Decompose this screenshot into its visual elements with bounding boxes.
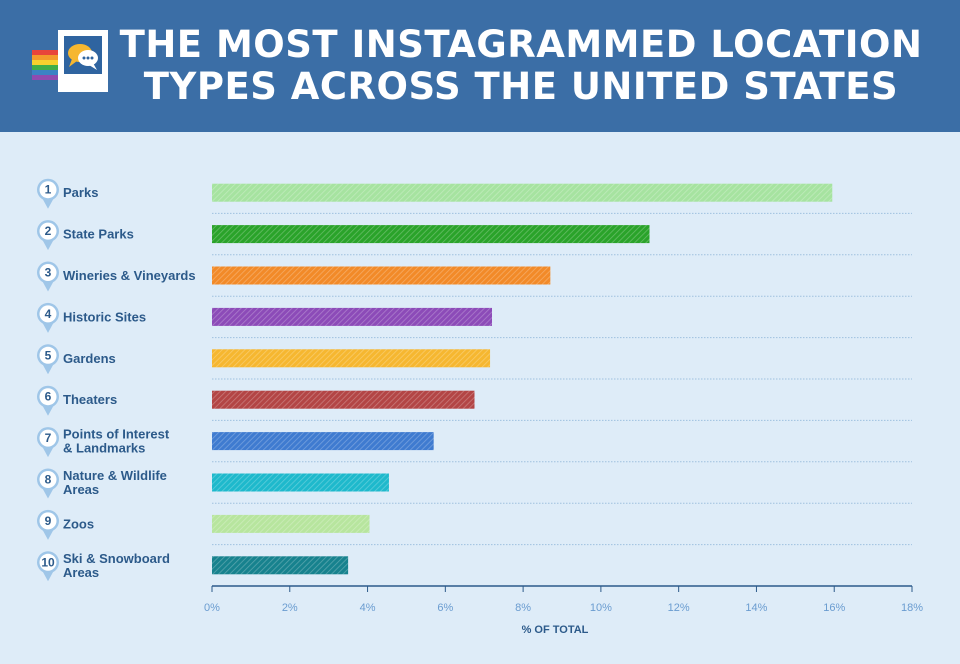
bar-texture xyxy=(212,514,370,533)
rank-number: 5 xyxy=(45,348,52,362)
rank-pin-icon xyxy=(37,551,59,582)
rank-number: 7 xyxy=(45,431,52,445)
rank-pin-icon xyxy=(37,178,59,209)
category-label: Wineries & Vineyards xyxy=(63,268,196,283)
chart-row: 6 Theaters xyxy=(37,385,912,421)
bar-texture xyxy=(212,183,833,202)
bar-texture xyxy=(212,307,492,326)
title-line-1: THE MOST INSTAGRAMMED LOCATION xyxy=(119,23,923,66)
bar-texture xyxy=(212,473,389,492)
rank-number: 6 xyxy=(45,390,52,404)
rank-number: 4 xyxy=(45,307,52,321)
x-axis-title: % OF TOTAL xyxy=(522,624,589,636)
category-label: Zoos xyxy=(63,516,94,531)
title-line-2: TYPES ACROSS THE UNITED STATES xyxy=(143,65,899,108)
rank-number: 1 xyxy=(45,183,52,197)
rank-pin-icon xyxy=(37,261,59,292)
bar-texture xyxy=(212,432,434,451)
category-label: Gardens xyxy=(63,351,116,366)
x-tick-label: 12% xyxy=(668,602,690,614)
x-tick-label: 14% xyxy=(745,602,767,614)
chart-row: 3 Wineries & Vineyards xyxy=(37,261,912,297)
x-tick-label: 6% xyxy=(437,602,453,614)
category-label: Areas xyxy=(63,565,99,580)
category-label: Theaters xyxy=(63,392,117,407)
chart-row: 9 Zoos xyxy=(37,509,912,546)
x-tick-label: 8% xyxy=(515,602,531,614)
rank-pin-icon xyxy=(37,302,59,333)
x-tick-label: 0% xyxy=(204,602,220,614)
chart-row: 1 Parks xyxy=(37,178,912,214)
x-tick-label: 2% xyxy=(282,602,298,614)
x-axis: 0% 2% 4% 6% 8% 10% 12% 14% 16% 18% xyxy=(204,585,923,614)
x-tick-label: 16% xyxy=(823,602,845,614)
category-label: Parks xyxy=(63,185,98,200)
rank-pin-icon xyxy=(37,344,59,375)
speech-bubble-logo-icon xyxy=(32,30,108,92)
category-label: Points of Interest xyxy=(63,427,170,442)
rank-pin-icon xyxy=(37,427,59,458)
chart-rows: 1 Parks 2 State Parks 3 Wineries & Vineyards 4… xyxy=(37,178,912,582)
x-tick-label: 18% xyxy=(901,602,923,614)
category-label: Historic Sites xyxy=(63,309,146,324)
bar-texture xyxy=(212,556,349,575)
rank-number: 9 xyxy=(45,514,52,528)
rank-number: 10 xyxy=(41,555,55,569)
rank-pin-icon xyxy=(37,220,59,251)
category-label: & Landmarks xyxy=(63,441,145,456)
header-zigzag-edge xyxy=(0,112,960,132)
rank-number: 2 xyxy=(45,224,52,238)
category-label: State Parks xyxy=(63,227,134,242)
chart-row: 4 Historic Sites xyxy=(37,302,912,339)
chart-row: 5 Gardens xyxy=(37,344,912,380)
bar-texture xyxy=(212,349,491,368)
bar-texture xyxy=(212,390,475,409)
rank-pin-icon xyxy=(37,385,59,416)
bar-texture xyxy=(212,225,650,244)
x-tick-label: 10% xyxy=(590,602,612,614)
category-label: Areas xyxy=(63,482,99,497)
header-banner: THE MOST INSTAGRAMMED LOCATION TYPES ACR… xyxy=(0,0,960,132)
rank-number: 3 xyxy=(45,266,52,280)
rank-number: 8 xyxy=(45,473,52,487)
bar-texture xyxy=(212,266,551,285)
chart-row: 2 State Parks xyxy=(37,220,912,256)
chart-row: 7 Points of Interest& Landmarks xyxy=(37,427,912,463)
category-label: Nature & Wildlife xyxy=(63,468,167,483)
rank-pin-icon xyxy=(37,509,59,540)
x-tick-label: 4% xyxy=(360,602,376,614)
rank-pin-icon xyxy=(37,468,59,499)
page-title: THE MOST INSTAGRAMMED LOCATION TYPES ACR… xyxy=(112,24,930,108)
category-label: Ski & Snowboard xyxy=(63,551,170,566)
